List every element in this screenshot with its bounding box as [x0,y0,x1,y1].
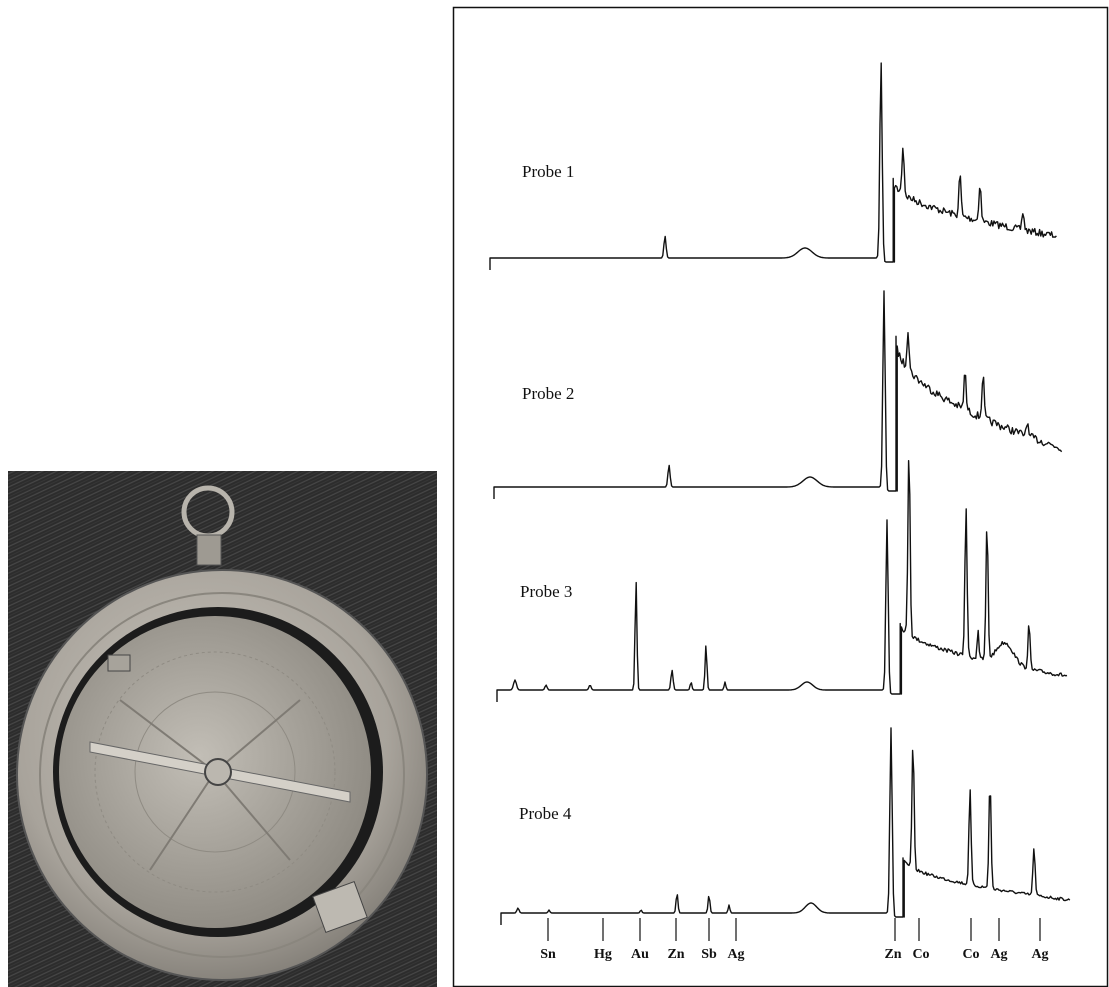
element-label: Sn [540,947,556,962]
element-label: Co [912,947,929,962]
element-label: Ag [1031,947,1048,962]
element-label: Co [962,947,979,962]
probe-label: Probe 1 [522,162,574,181]
spectrum-trace [489,62,1057,270]
probe-label: Probe 3 [520,582,572,601]
element-label: Au [631,947,649,962]
spectrum-trace [500,727,1071,925]
spectra [489,62,1071,925]
probe-label: Probe 2 [522,384,574,403]
spectrum-trace [496,460,1068,702]
element-label: Sb [701,947,717,962]
photo [8,471,437,987]
spectrum-trace [493,290,1063,499]
element-labels: Sn Hg Au Zn Sb Ag Zn Co Co Ag Ag [540,918,1049,962]
element-label: Hg [594,947,612,962]
element-label: Ag [727,947,744,962]
element-label: Zn [884,947,901,962]
element-label: Zn [667,947,684,962]
element-label: Ag [990,947,1007,962]
probe-label: Probe 4 [519,804,572,823]
spectra-frame [452,6,1109,987]
